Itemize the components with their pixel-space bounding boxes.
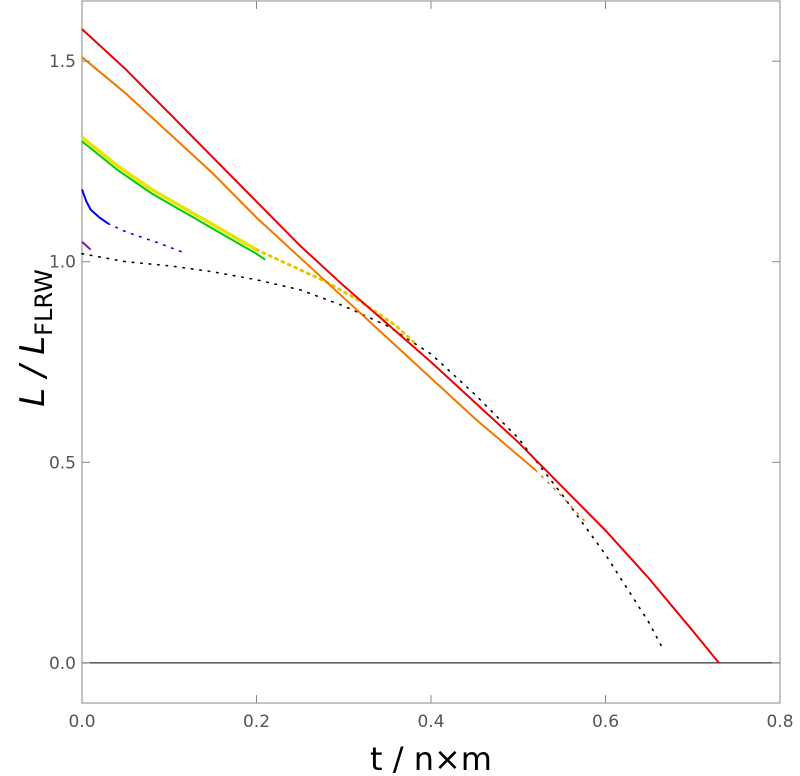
y-tick-label: 0.0 xyxy=(49,654,76,674)
x-tick-label: 0.6 xyxy=(592,712,619,732)
y-axis-label-subscript: FLRW xyxy=(30,269,58,336)
x-tick-label: 0.2 xyxy=(243,712,270,732)
x-tick-label: 0.4 xyxy=(417,712,444,732)
y-tick-label: 0.5 xyxy=(49,453,76,473)
y-tick-label: 1.0 xyxy=(49,253,76,273)
series-line-10 xyxy=(81,28,720,664)
y-tick-label: 1.5 xyxy=(49,52,76,72)
y-axis-label-main: L / L xyxy=(13,336,53,407)
series-line-1 xyxy=(81,252,665,652)
plot-frame xyxy=(81,0,781,704)
series-line-4 xyxy=(107,222,188,255)
series-line-5 xyxy=(81,140,266,261)
series-line-6 xyxy=(80,136,258,252)
y-axis-label: L / LFLRW xyxy=(13,269,58,407)
series-line-2 xyxy=(81,240,92,251)
series-line-9 xyxy=(534,469,589,526)
x-tick-label: 0.0 xyxy=(68,712,95,732)
series-line-7 xyxy=(255,248,416,344)
x-axis-label: t / n×m xyxy=(370,740,492,776)
series-line-8 xyxy=(81,56,537,472)
series-line-3 xyxy=(81,189,109,225)
x-tick-label: 0.8 xyxy=(766,712,793,732)
